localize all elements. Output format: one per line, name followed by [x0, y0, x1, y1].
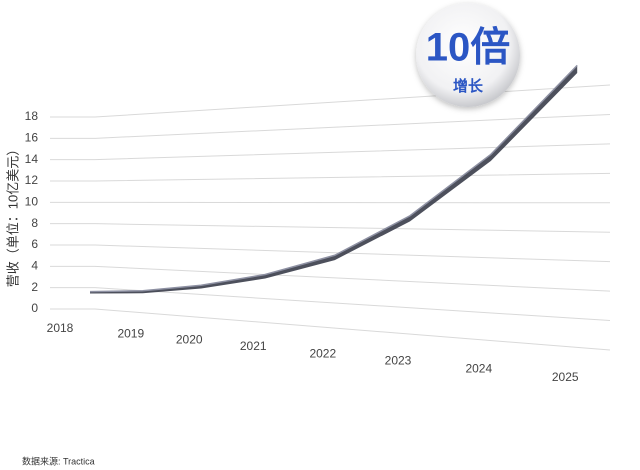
badge-small: 增长 [453, 77, 484, 95]
y-tick-label: 14 [25, 152, 39, 166]
plot [89, 64, 578, 294]
grid-line [50, 143, 611, 161]
y-tick-label: 2 [31, 280, 38, 294]
grid-line [50, 113, 611, 139]
y-tick-label: 4 [31, 259, 38, 273]
x-tick-label: 2023 [385, 354, 412, 368]
grid: 0 2 4 6 8 10 12 14 16 18 2018 2019 2020 2021 2022 2023 2… [25, 84, 611, 384]
grid-line [50, 172, 611, 182]
grid-line [50, 265, 611, 292]
x-tick-label: 2021 [240, 339, 267, 353]
grid-line [50, 308, 611, 351]
y-tick-label: 16 [25, 131, 39, 145]
grid-line [50, 84, 611, 118]
y-tick-label: 8 [31, 216, 38, 230]
x-tick-label: 2019 [117, 326, 144, 340]
x-tick-label: 2020 [176, 333, 203, 347]
x-tick-label: 2018 [47, 321, 74, 335]
grid-line [50, 223, 611, 233]
x-tick-label: 2025 [552, 370, 579, 384]
badge-big: 10倍 [426, 26, 511, 70]
line [89, 64, 578, 293]
x-tick-label: 2022 [309, 346, 336, 360]
x-tick-label: 2024 [465, 362, 492, 376]
y-tick-label: 10 [25, 195, 39, 209]
line-ribbon [90, 65, 578, 294]
y-tick-label: 6 [31, 237, 38, 251]
grid-line [50, 287, 611, 322]
y-tick-label: 0 [31, 301, 38, 315]
badge: 10倍 增长 [416, 3, 520, 107]
y-tick-label: 18 [25, 109, 39, 123]
y-tick-label: 12 [25, 173, 39, 187]
grid-line [50, 244, 611, 263]
badge-circle [416, 3, 520, 107]
y-axis-label: 营收（单位：10亿美元） [5, 143, 20, 287]
source: 数据来源: Tractica [22, 455, 95, 466]
